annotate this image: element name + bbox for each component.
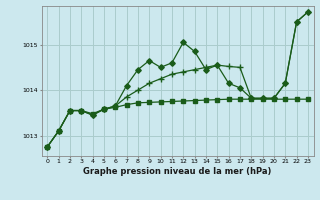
- X-axis label: Graphe pression niveau de la mer (hPa): Graphe pression niveau de la mer (hPa): [84, 167, 272, 176]
